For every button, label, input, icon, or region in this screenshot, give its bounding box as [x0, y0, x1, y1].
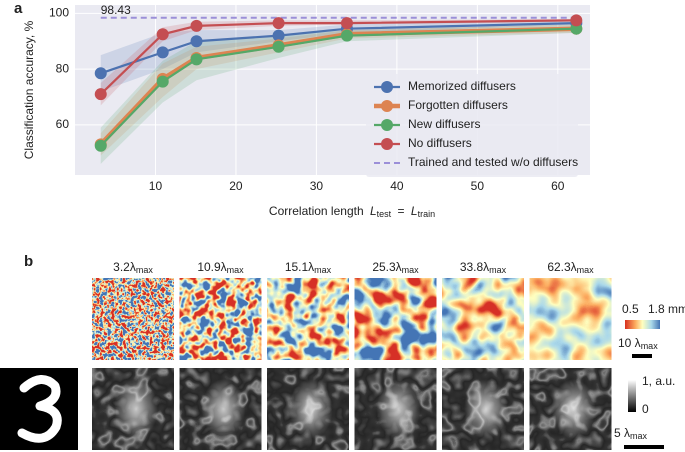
panel-label: b [24, 253, 33, 270]
error-band [100, 20, 577, 92]
x-axis-label: Correlation length Ltest = Ltrain [269, 204, 435, 221]
column-label-text: 15.1λ [285, 260, 314, 274]
y-axis-label: Classification accuracy, % [22, 20, 36, 159]
series-line [100, 22, 577, 75]
error-band [100, 24, 577, 156]
x-axis-label-part: = [398, 204, 405, 218]
series-line [99, 27, 577, 147]
colorbar-label: 1.8 mm [648, 302, 685, 316]
column-label: 15.1λmax [285, 260, 332, 275]
y-tick-label: 100 [49, 6, 69, 20]
intensity-blob [464, 379, 508, 439]
column-label: 25.3λmax [372, 260, 419, 275]
colorbar-label: 0.5 [622, 302, 639, 316]
intensity-blob [289, 379, 333, 439]
x-tick-label: 20 [229, 179, 243, 193]
x-axis-label-part: L [370, 204, 377, 218]
column-label-text: 25.3λ [372, 260, 401, 274]
column-label-text: 10.9λ [197, 260, 226, 274]
digit-stroke [17, 375, 62, 443]
data-point [156, 28, 169, 41]
column-label-sub: max [489, 265, 507, 275]
height-colorbar [625, 320, 660, 329]
column-label-sub: max [227, 265, 245, 275]
data-point [272, 40, 285, 53]
error-band [100, 24, 577, 164]
legend-label: Forgotten diffusers [408, 98, 508, 112]
scale-bar-text: 10 λ [618, 336, 641, 350]
height-map-image [92, 278, 174, 360]
legend-marker [381, 81, 393, 93]
height-map-image [179, 278, 262, 360]
legend-marker [381, 138, 393, 150]
column-label-text: 62.3λ [547, 260, 576, 274]
column-label-sub: max [577, 265, 595, 275]
scale-bar-label: 5 λmax [614, 426, 648, 441]
column-label-text: 33.8λ [460, 260, 489, 274]
x-tick-label: 10 [149, 179, 163, 193]
data-point [94, 67, 107, 80]
data-point [340, 29, 353, 42]
height-map-image [267, 278, 349, 360]
x-axis-label-part: L [411, 204, 418, 218]
panel-label: a [14, 0, 23, 17]
x-tick-label: 30 [310, 179, 324, 193]
series-line [99, 26, 577, 146]
intensity-blob [376, 379, 421, 439]
x-tick-label: 40 [390, 179, 404, 193]
legend-marker [381, 100, 393, 112]
data-point [570, 22, 583, 35]
scale-bar [624, 445, 664, 449]
scale-bar-text: max [641, 341, 659, 351]
x-axis-label-part: Correlation length [269, 204, 364, 218]
colorbar-label: 0 [642, 402, 649, 416]
legend-marker [381, 119, 393, 131]
data-point [272, 29, 285, 42]
intensity-blob [551, 379, 596, 439]
column-label: 62.3λmax [547, 260, 594, 275]
height-map-image [529, 278, 612, 360]
reference-label: 98.43 [101, 3, 131, 17]
column-label-sub: max [136, 265, 154, 275]
scale-bar-text: 5 λ [614, 426, 630, 440]
legend-label: New diffusers [408, 117, 480, 131]
column-label: 10.9λmax [197, 260, 244, 275]
column-label: 33.8λmax [460, 260, 507, 275]
y-tick-label: 60 [56, 117, 70, 131]
intensity-blob [201, 379, 246, 439]
x-tick-label: 60 [551, 179, 565, 193]
x-axis-label-part: train [418, 209, 436, 219]
data-point [190, 19, 203, 32]
height-map-image [442, 278, 524, 360]
y-tick-label: 80 [56, 61, 70, 75]
intensity-colorbar [628, 380, 636, 412]
legend-label: No diffusers [408, 136, 472, 150]
x-axis-label-part: test [377, 209, 392, 219]
scale-bar-text: max [630, 431, 648, 441]
series-line [99, 19, 577, 95]
scale-bar [632, 354, 652, 358]
colorbar-label: 1, a.u. [642, 374, 675, 388]
data-point [190, 35, 203, 48]
scale-bar-label: 10 λmax [618, 336, 658, 351]
column-label-sub: max [402, 265, 420, 275]
data-point [272, 17, 285, 30]
legend-label: Trained and tested w/o diffusers [408, 155, 578, 169]
legend-box [366, 74, 578, 177]
column-label-text: 3.2λ [113, 260, 136, 274]
column-label: 3.2λmax [113, 260, 153, 275]
column-label-sub: max [314, 265, 332, 275]
data-point [156, 75, 169, 88]
data-point [570, 14, 583, 27]
data-point [340, 17, 353, 30]
data-point [156, 46, 169, 59]
x-tick-label: 50 [471, 179, 485, 193]
legend-label: Memorized diffusers [408, 79, 516, 93]
height-map-image [354, 278, 437, 360]
data-point [190, 53, 203, 66]
data-point [94, 88, 107, 101]
data-point [94, 139, 107, 152]
intensity-blob [114, 379, 158, 439]
